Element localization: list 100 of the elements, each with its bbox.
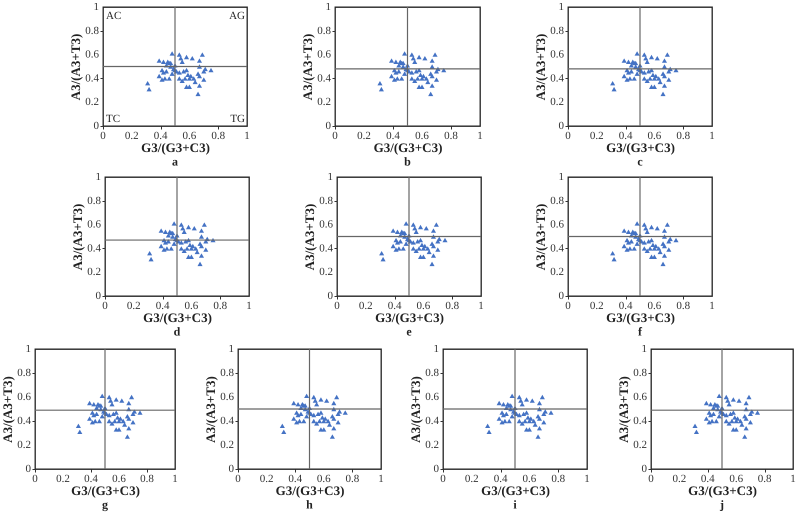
x-tick-label: 1 bbox=[246, 300, 252, 312]
x-tick-label: 0.8 bbox=[445, 300, 460, 312]
x-tick-label: 1 bbox=[378, 473, 384, 485]
y-tick-label: 0.4 bbox=[220, 415, 234, 427]
y-tick-label: 0.2 bbox=[550, 96, 564, 108]
y-axis-title: A3/(A3+T3) bbox=[203, 376, 218, 443]
x-axis-title: G3/(G3+C3) bbox=[688, 483, 757, 498]
x-tick-label: 0.4 bbox=[494, 473, 508, 485]
y-tick-label: 0 bbox=[558, 120, 564, 132]
x-tick-label: 1 bbox=[709, 130, 715, 142]
x-tick-label: 1 bbox=[790, 473, 796, 485]
text: a bbox=[172, 154, 178, 168]
y-tick-label: 0.8 bbox=[317, 24, 332, 37]
x-tick-label: 0.4 bbox=[156, 300, 170, 312]
y-tick-label: 0 bbox=[96, 290, 102, 302]
y-tick-label: 1 bbox=[434, 343, 439, 355]
y-tick-label: 0.4 bbox=[17, 415, 32, 427]
y-tick-label: 0.2 bbox=[317, 96, 331, 108]
x-tick-label: 0.8 bbox=[211, 130, 226, 142]
annotation: AC bbox=[106, 10, 122, 22]
x-tick-label: 0.8 bbox=[676, 300, 691, 312]
x-tick-label: 0.8 bbox=[346, 473, 360, 485]
y-tick-label: 0.8 bbox=[425, 367, 440, 379]
x-tick-label: 0.4 bbox=[386, 130, 400, 142]
x-tick-label: 1 bbox=[584, 473, 590, 485]
x-tick-label: 0.2 bbox=[124, 130, 139, 142]
y-tick-label: 0.2 bbox=[550, 266, 564, 278]
x-tick-label: 1 bbox=[709, 300, 715, 312]
x-tick-label: 0.4 bbox=[618, 300, 633, 312]
y-tick-label: 0 bbox=[642, 463, 648, 475]
x-tick-label: 0.8 bbox=[444, 130, 458, 142]
annotation: TG bbox=[230, 113, 246, 125]
x-axis-title: G3/(G3+C3) bbox=[481, 483, 550, 498]
y-tick-label: 0.4 bbox=[550, 242, 564, 254]
x-tick-label: 0.4 bbox=[388, 300, 402, 312]
x-axis-title: G3/(G3+C3) bbox=[143, 310, 212, 325]
y-tick-label: 1 bbox=[328, 171, 333, 183]
text: i bbox=[513, 498, 518, 512]
y-axis-title: A3/(A3+T3) bbox=[408, 376, 423, 443]
y-tick-label: 0.6 bbox=[17, 391, 32, 403]
y-axis-title: A3/(A3+T3) bbox=[300, 34, 315, 100]
annotation: TC bbox=[106, 113, 120, 125]
y-tick-label: 1 bbox=[26, 343, 31, 355]
y-tick-label: 0.8 bbox=[550, 194, 564, 207]
y-tick-label: 0.6 bbox=[317, 48, 332, 61]
x-axis-title: G3/(G3+C3) bbox=[606, 310, 675, 325]
x-tick-label: 0.6 bbox=[112, 473, 126, 485]
x-tick-label: 0.4 bbox=[154, 130, 168, 142]
x-tick-label: 0.2 bbox=[590, 300, 604, 312]
y-tick-label: 1 bbox=[558, 171, 564, 183]
text: d bbox=[174, 324, 181, 338]
y-tick-label: 0.4 bbox=[85, 72, 100, 84]
y-tick-label: 0.8 bbox=[319, 194, 334, 207]
y-tick-label: 0 bbox=[434, 463, 440, 475]
y-tick-label: 0.6 bbox=[319, 218, 334, 231]
y-tick-label: 0 bbox=[26, 463, 32, 475]
y-tick-label: 0.2 bbox=[87, 266, 101, 278]
y-tick-label: 1 bbox=[228, 343, 234, 355]
y-tick-label: 0.8 bbox=[17, 367, 32, 379]
x-tick-label: 0.2 bbox=[358, 300, 373, 312]
y-tick-label: 0.4 bbox=[317, 72, 332, 84]
x-tick-label: 0.4 bbox=[288, 473, 303, 485]
x-axis-title: G3/(G3+C3) bbox=[276, 483, 344, 498]
y-axis-title: A3/(A3+T3) bbox=[302, 204, 317, 270]
x-tick-label: 0.6 bbox=[184, 300, 199, 312]
x-tick-label: 0.8 bbox=[140, 473, 154, 485]
x-tick-label: 0.2 bbox=[126, 300, 141, 312]
text: f bbox=[638, 324, 643, 338]
x-tick-label: 0.2 bbox=[590, 130, 604, 142]
x-tick-label: 0.2 bbox=[464, 473, 479, 485]
y-tick-label: 0.4 bbox=[633, 415, 648, 427]
y-tick-label: 0.4 bbox=[425, 415, 440, 427]
x-tick-label: 0.2 bbox=[357, 130, 371, 142]
y-tick-label: 1 bbox=[94, 1, 99, 13]
y-tick-label: 0.4 bbox=[87, 242, 102, 254]
y-axis-title: A3/(A3+T3) bbox=[533, 34, 548, 100]
y-tick-label: 0.2 bbox=[85, 96, 99, 108]
text: e bbox=[406, 324, 412, 338]
x-tick-label: 1 bbox=[244, 130, 250, 142]
y-axis-title: A3/(A3+T3) bbox=[616, 376, 631, 443]
text: j bbox=[719, 498, 724, 512]
text: c bbox=[637, 154, 644, 168]
x-tick-label: 0.2 bbox=[672, 473, 686, 485]
y-axis-title: A3/(A3+T3) bbox=[70, 204, 85, 270]
y-axis-title: A3/(A3+T3) bbox=[533, 204, 548, 270]
y-tick-label: 0 bbox=[328, 290, 334, 302]
x-tick-label: 0.6 bbox=[729, 473, 744, 485]
x-tick-label: 0.6 bbox=[182, 130, 197, 142]
y-tick-label: 0.4 bbox=[550, 72, 564, 84]
x-tick-label: 1 bbox=[172, 473, 178, 485]
x-axis-title: G3/(G3+C3) bbox=[606, 140, 675, 155]
x-tick-label: 0.8 bbox=[676, 130, 691, 142]
x-tick-label: 1 bbox=[478, 300, 484, 312]
x-axis-title: G3/(G3+C3) bbox=[374, 140, 442, 155]
y-tick-label: 0.2 bbox=[17, 439, 31, 451]
x-axis-title: G3/(G3+C3) bbox=[375, 310, 444, 325]
y-tick-label: 0 bbox=[228, 463, 234, 475]
x-tick-label: 0.2 bbox=[56, 473, 70, 485]
x-tick-label: 0.4 bbox=[618, 130, 633, 142]
y-tick-label: 1 bbox=[96, 171, 101, 183]
